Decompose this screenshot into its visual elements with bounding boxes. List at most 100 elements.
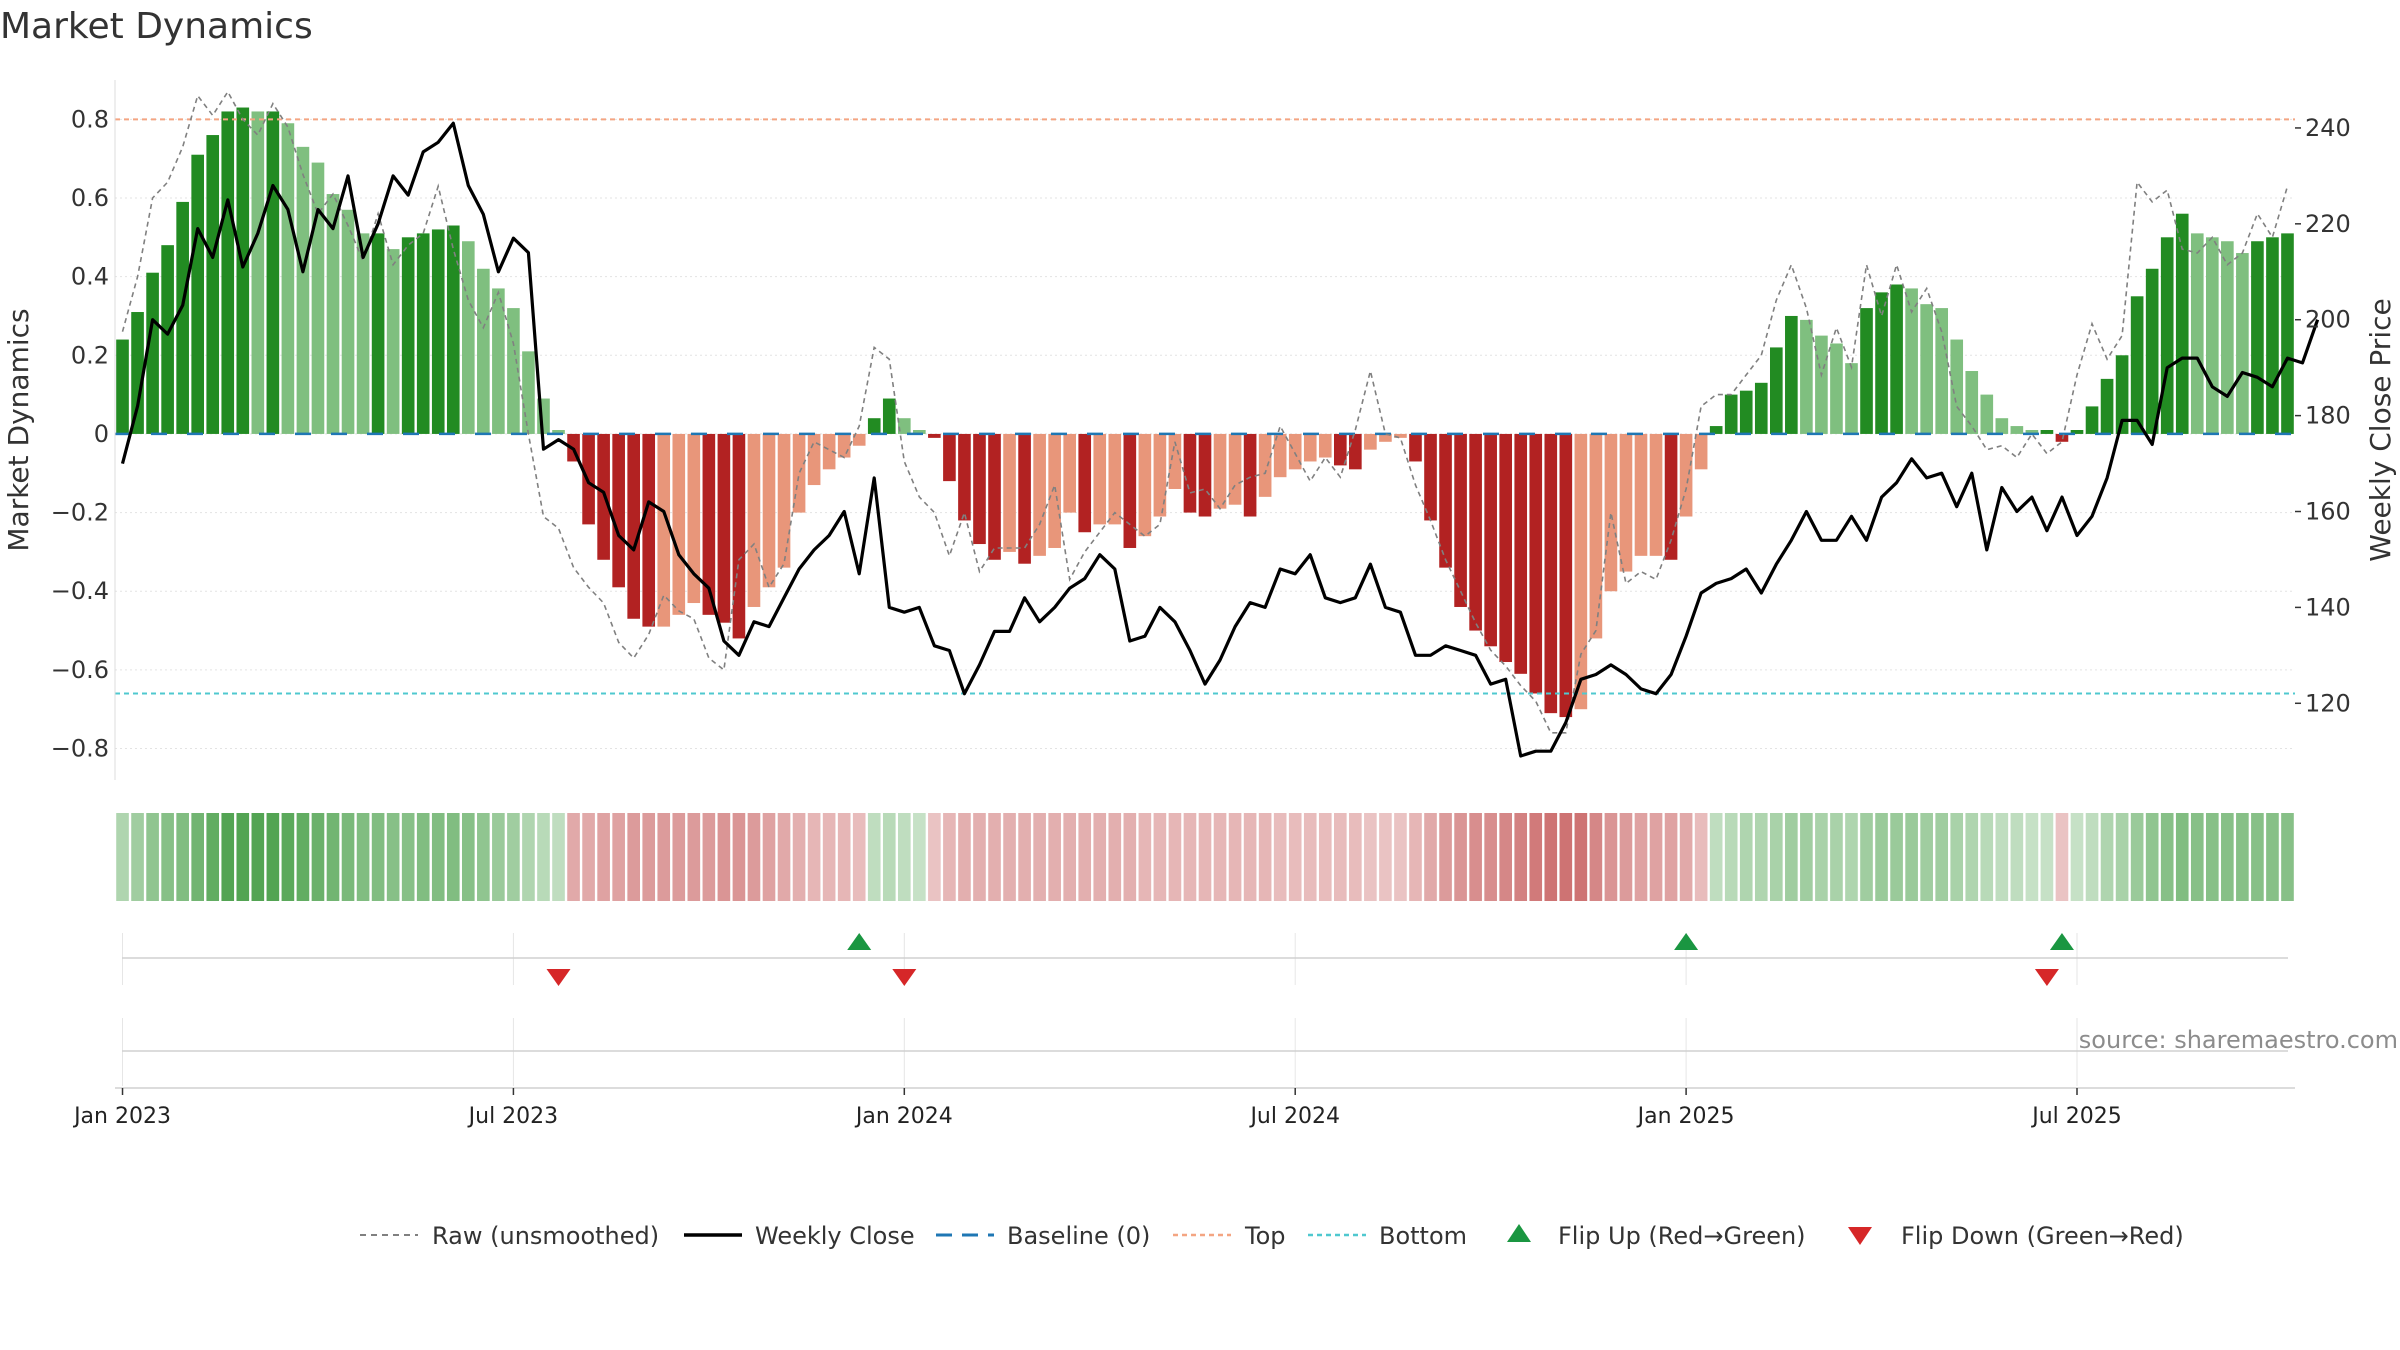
dynamics-bar xyxy=(1063,433,1077,513)
dynamics-bar xyxy=(1905,288,1918,434)
dynamics-bar xyxy=(807,433,821,486)
regime-cell xyxy=(1409,813,1422,901)
regime-cell xyxy=(1273,813,1287,901)
regime-cell xyxy=(1394,813,1407,901)
regime-cell xyxy=(1830,813,1843,901)
dynamics-bar xyxy=(1679,433,1693,517)
dynamics-bar xyxy=(1424,433,1437,521)
regime-cell xyxy=(176,813,189,901)
dynamics-bar xyxy=(1514,433,1528,674)
regime-cell xyxy=(206,813,220,901)
dynamics-bar xyxy=(1574,433,1588,710)
regime-cell xyxy=(1589,813,1603,901)
regime-cell xyxy=(882,813,896,901)
chart-title: Market Dynamics xyxy=(0,6,313,47)
right-axis: 120 140 160 180 200 220 240 xyxy=(2295,114,2351,717)
y2-tick-label: 200 xyxy=(2305,306,2351,334)
dynamics-bar xyxy=(1183,433,1197,513)
regime-cell xyxy=(251,813,265,901)
regime-cell xyxy=(1138,813,1152,901)
dynamics-bar xyxy=(852,433,866,446)
regime-cell xyxy=(1379,813,1392,901)
regime-cell xyxy=(522,813,535,901)
dynamics-bar xyxy=(1273,433,1287,478)
regime-cell xyxy=(1724,813,1738,901)
regime-cell xyxy=(2145,813,2159,901)
regime-cell xyxy=(386,813,400,901)
regime-cell xyxy=(1349,813,1362,901)
dynamics-bar xyxy=(1890,284,1903,434)
flip-down-marker xyxy=(546,969,571,986)
y2-tick-label: 140 xyxy=(2305,593,2351,621)
dynamics-bar xyxy=(1800,319,1813,434)
regime-cell xyxy=(1469,813,1482,901)
dynamics-bar xyxy=(401,237,415,434)
dynamics-bar xyxy=(642,433,656,627)
regime-cell xyxy=(1890,813,1903,901)
dynamics-bar xyxy=(1228,433,1242,505)
legend-item-raw: Raw (unsmoothed) xyxy=(360,1222,659,1250)
dynamics-bar xyxy=(221,111,235,434)
regime-cell xyxy=(1769,813,1783,901)
dynamics-bar xyxy=(191,154,205,434)
dynamics-bar xyxy=(2205,237,2219,434)
dynamics-bar xyxy=(2070,430,2084,434)
regime-cell xyxy=(1183,813,1197,901)
regime-cell xyxy=(822,813,836,901)
dynamics-bar xyxy=(2085,406,2099,434)
x-tick-label: Jul 2024 xyxy=(1248,1104,1340,1129)
regime-cell xyxy=(702,813,716,901)
dynamics-bar xyxy=(206,135,220,434)
dynamics-bar xyxy=(1093,433,1107,525)
regime-cell xyxy=(131,813,144,901)
dynamics-bar xyxy=(2145,268,2159,434)
dynamics-bar xyxy=(371,233,385,434)
dynamics-bar xyxy=(943,433,956,482)
regime-cell xyxy=(1213,813,1227,901)
dynamics-bar xyxy=(1409,433,1422,462)
regime-cell xyxy=(1333,813,1347,901)
regime-cell xyxy=(807,813,821,901)
regime-cell xyxy=(477,813,490,901)
regime-cell xyxy=(717,813,731,901)
regime-cell xyxy=(1920,813,1933,901)
regime-cell xyxy=(116,813,129,901)
dynamics-bar xyxy=(612,433,625,588)
dynamics-bar xyxy=(1454,433,1467,607)
regime-cell xyxy=(371,813,385,901)
y-tick-label: −0.2 xyxy=(51,499,109,527)
close-series xyxy=(120,121,2320,758)
regime-cell xyxy=(1995,813,2009,901)
regime-cell xyxy=(852,813,866,901)
dynamics-bar xyxy=(1078,433,1092,533)
dynamics-bar xyxy=(2221,241,2234,434)
x-tick-label: Jan 2023 xyxy=(72,1104,171,1129)
regime-cell xyxy=(1108,813,1122,901)
regime-cell xyxy=(296,813,310,901)
regime-cell xyxy=(1529,813,1543,901)
regime-cell xyxy=(1153,813,1167,901)
dynamics-bar xyxy=(1379,433,1392,442)
dynamics-bar xyxy=(822,433,836,470)
regime-cell xyxy=(1815,813,1828,901)
y2-tick-label: 180 xyxy=(2305,402,2351,430)
regime-cell xyxy=(461,813,475,901)
regime-cell xyxy=(326,813,340,901)
regime-cell xyxy=(1454,813,1467,901)
dynamics-bar xyxy=(2010,426,2024,434)
dynamics-bar xyxy=(1619,433,1633,572)
regime-cell xyxy=(1003,813,1016,901)
legend-close-label: Weekly Close xyxy=(755,1222,915,1250)
y-tick-label: 0.2 xyxy=(71,341,109,369)
regime-cell xyxy=(1063,813,1077,901)
dynamics-bar xyxy=(2266,237,2279,434)
flip-up-marker xyxy=(1674,933,1699,950)
dynamics-bar xyxy=(1333,433,1347,466)
weekly-close-line xyxy=(120,121,2320,758)
dynamics-bar xyxy=(1995,418,2009,434)
bottom-panel xyxy=(122,1018,2288,1086)
dynamics-bar xyxy=(1950,339,1964,434)
dynamics-bar xyxy=(116,339,129,434)
regime-cell xyxy=(943,813,956,901)
dynamics-bar xyxy=(341,209,355,434)
